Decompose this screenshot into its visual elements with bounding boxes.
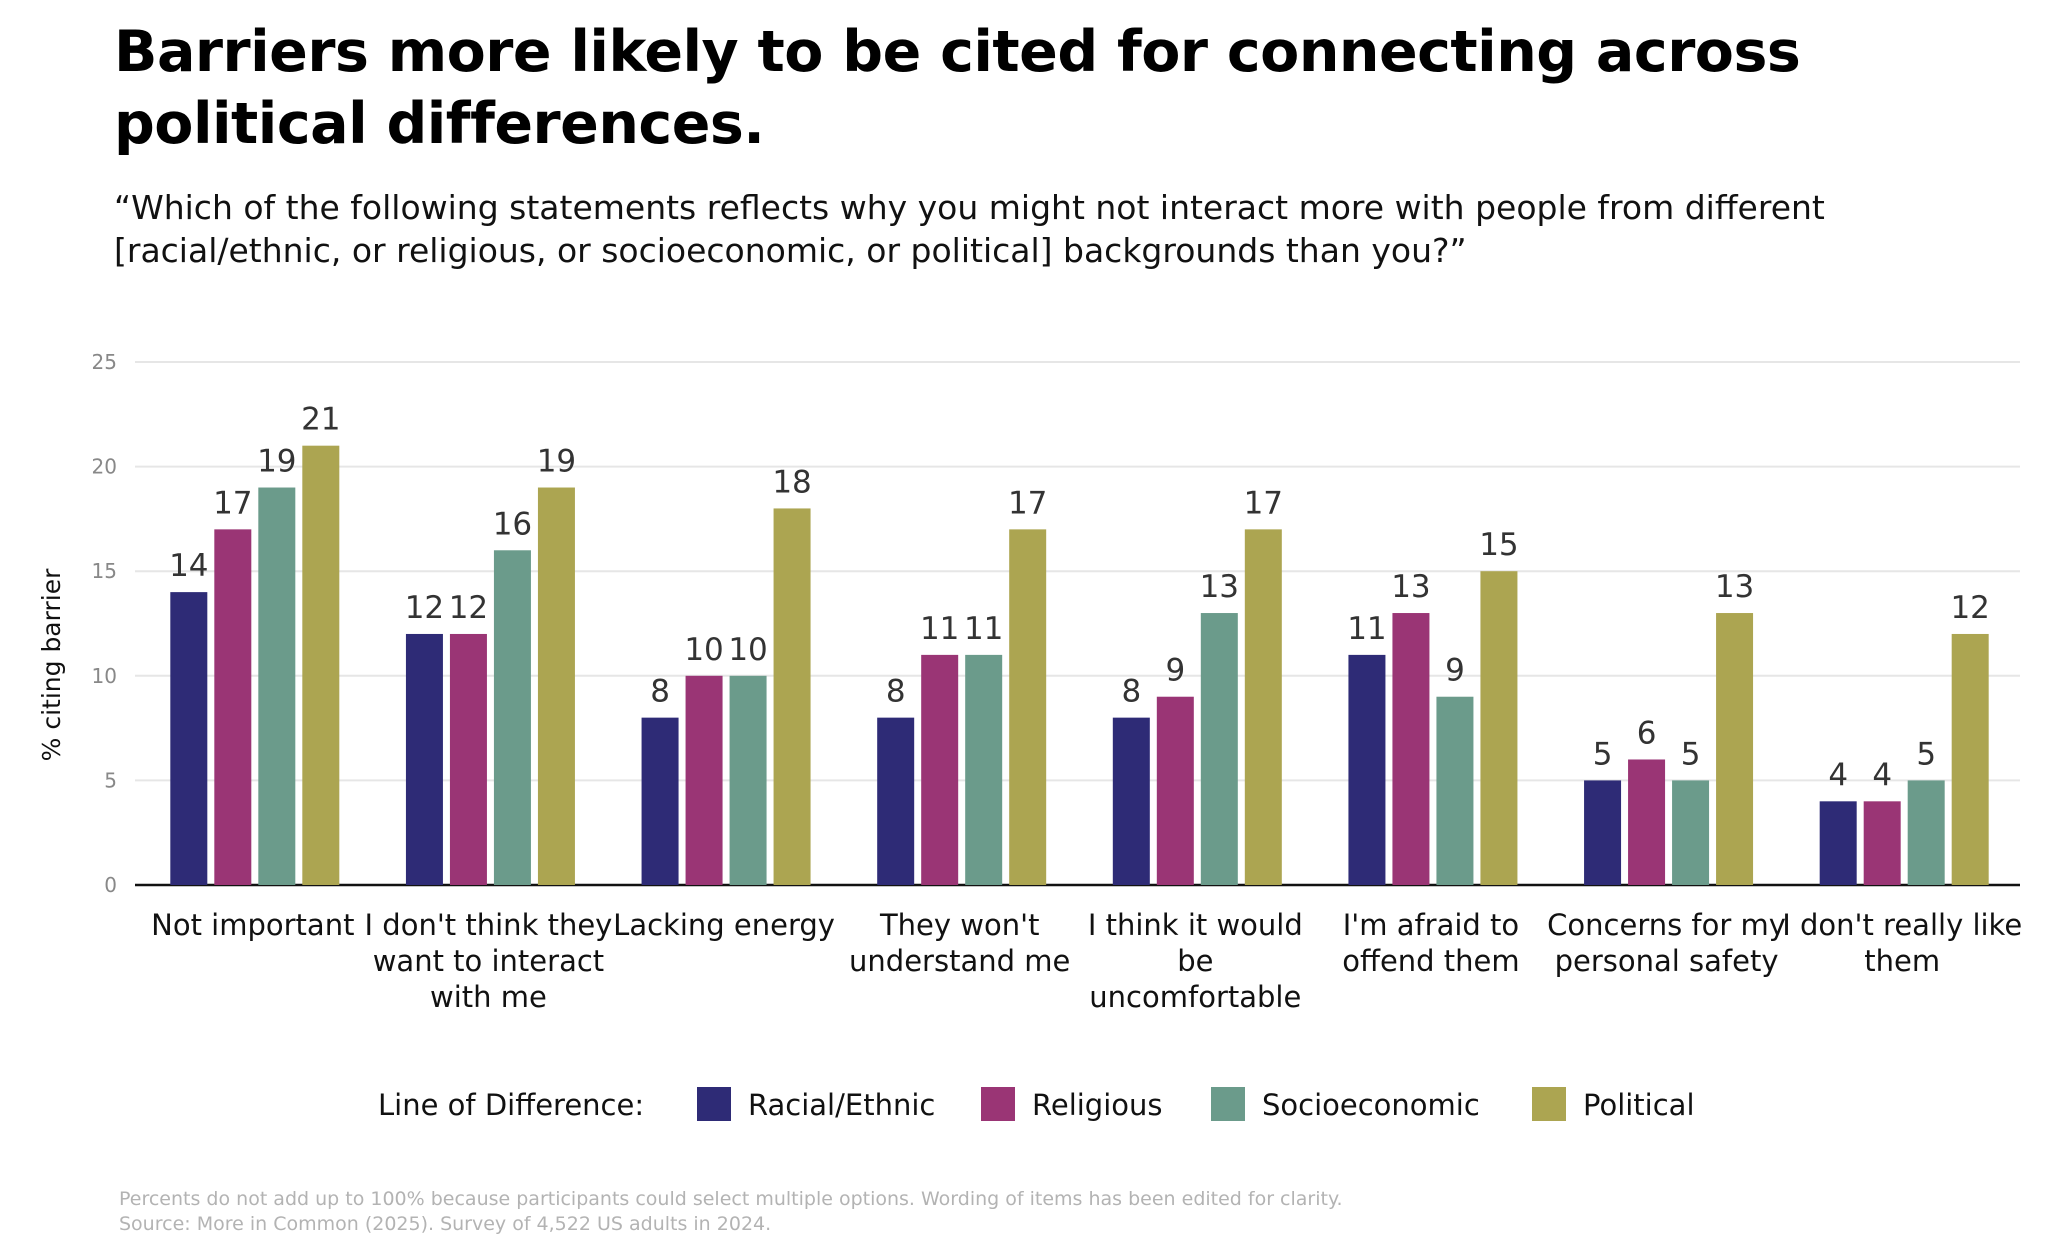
chart-subtitle: “Which of the following statements refle… [114, 188, 1825, 270]
data-label: 19 [537, 444, 576, 480]
bar-political [1244, 529, 1282, 885]
bar-political [1716, 613, 1754, 885]
bar-socioeconomic [1200, 613, 1238, 885]
category-label: Concerns for my personal safety [1547, 908, 1786, 978]
bar-political [1480, 571, 1518, 885]
bar-political [773, 508, 811, 885]
y-tick-label: 15 [92, 559, 117, 583]
bar-racial-ethnic [877, 717, 915, 885]
category-label: They won't understand me [849, 908, 1070, 978]
bar-racial-ethnic [405, 633, 443, 885]
data-label: 4 [1828, 757, 1848, 793]
bar-socioeconomic [729, 675, 767, 885]
legend-label: Political [1583, 1088, 1695, 1122]
y-tick-label: 5 [104, 768, 117, 792]
bar-religious [449, 633, 487, 885]
bar-political [1951, 633, 1989, 885]
data-label: 16 [493, 506, 532, 542]
legend-swatch [697, 1087, 731, 1121]
data-label: 4 [1872, 757, 1892, 793]
data-label: 17 [213, 485, 252, 521]
y-axis-label: % citing barrier [37, 568, 66, 761]
legend-label: Racial/Ethnic [748, 1088, 935, 1122]
source-line: Source: More in Common (2025). Survey of… [119, 1213, 772, 1235]
data-label: 9 [1445, 653, 1465, 689]
data-label: 13 [1715, 569, 1754, 605]
bar-religious [1863, 801, 1901, 885]
bar-religious [921, 654, 959, 885]
bar-political [1009, 529, 1047, 885]
data-label: 8 [886, 674, 906, 710]
data-label: 11 [920, 611, 959, 647]
data-label: 12 [449, 590, 488, 626]
bar-religious [214, 529, 252, 885]
bar-socioeconomic [1436, 696, 1474, 885]
bar-religious [685, 675, 723, 885]
y-axis-ticks: 0 5 10 15 20 25 [92, 350, 117, 897]
data-label: 11 [1347, 611, 1386, 647]
data-label: 6 [1637, 715, 1657, 751]
bar-religious [1156, 696, 1194, 885]
bar-socioeconomic [258, 487, 296, 885]
data-label: 19 [257, 444, 296, 480]
bar-socioeconomic [1907, 780, 1945, 885]
data-label: 13 [1200, 569, 1239, 605]
data-label: 14 [169, 548, 208, 584]
legend-label: Socioeconomic [1262, 1088, 1480, 1122]
y-tick-label: 25 [92, 350, 117, 374]
data-label: 12 [405, 590, 444, 626]
bar-racial-ethnic [1348, 654, 1386, 885]
y-tick-label: 10 [92, 664, 117, 688]
category-labels: Not important I don't think they want to i… [151, 908, 2022, 1014]
y-tick-label: 0 [104, 873, 117, 897]
bar-racial-ethnic [1584, 780, 1622, 885]
bar-religious [1392, 613, 1430, 885]
data-label: 13 [1391, 569, 1430, 605]
data-label: 5 [1593, 736, 1613, 772]
chart-title: Barriers more likely to be cited for con… [114, 19, 1801, 157]
bar-racial-ethnic [1112, 717, 1150, 885]
data-label: 17 [1008, 485, 1047, 521]
data-label: 21 [301, 402, 340, 438]
data-label: 8 [1121, 674, 1141, 710]
legend: Line of Difference: Racial/Ethnic Religiou… [378, 1087, 1695, 1122]
data-label: 11 [964, 611, 1003, 647]
data-label: 5 [1916, 736, 1936, 772]
data-label: 17 [1244, 485, 1283, 521]
category-label: Not important [151, 908, 354, 942]
data-label: 8 [650, 674, 670, 710]
bars [170, 445, 1989, 885]
data-label: 15 [1479, 527, 1518, 563]
data-label: 5 [1681, 736, 1701, 772]
footnote-line: Percents do not add up to 100% because p… [119, 1188, 1343, 1210]
category-label: I'm afraid to offend them [1342, 908, 1519, 978]
data-label: 18 [772, 464, 811, 500]
data-label: 9 [1165, 653, 1185, 689]
bar-racial-ethnic [641, 717, 679, 885]
bar-racial-ethnic [1819, 801, 1857, 885]
bar-socioeconomic [965, 654, 1003, 885]
data-label: 10 [684, 632, 723, 668]
y-tick-label: 20 [92, 455, 117, 479]
category-label: I don't think they want to interact with m… [365, 908, 613, 1014]
category-label: I don't really like them [1782, 908, 2022, 978]
category-label: I think it would be uncomfortable [1088, 908, 1303, 1014]
category-label: Lacking energy [613, 908, 835, 942]
legend-title: Line of Difference: [378, 1088, 644, 1122]
bar-political [302, 445, 340, 885]
footnote: Percents do not add up to 100% because p… [119, 1187, 1819, 1237]
bar-socioeconomic [1672, 780, 1710, 885]
bar-socioeconomic [493, 550, 531, 885]
legend-swatch [1211, 1087, 1245, 1121]
legend-label: Religious [1032, 1088, 1163, 1122]
legend-swatch [981, 1087, 1015, 1121]
bar-political [537, 487, 575, 885]
data-label: 10 [728, 632, 767, 668]
legend-swatch [1532, 1087, 1566, 1121]
bar-religious [1628, 759, 1666, 885]
data-label: 12 [1950, 590, 1989, 626]
bar-racial-ethnic [170, 592, 208, 885]
